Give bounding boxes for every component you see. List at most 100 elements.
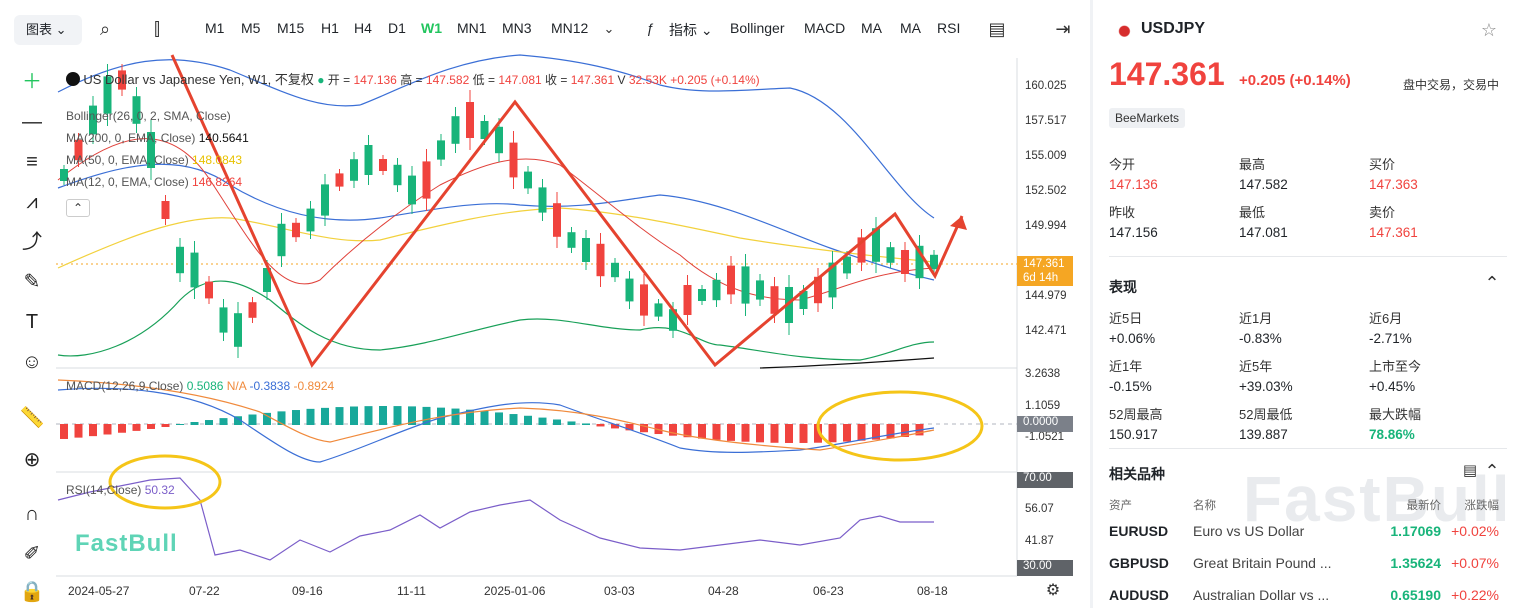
chevron-down-icon: ⌄ <box>55 22 67 37</box>
table-header: 最新价 <box>1406 500 1442 512</box>
indicator-bollinger[interactable]: Bollinger <box>730 20 785 36</box>
list-icon[interactable]: ▤ <box>1462 462 1478 479</box>
rsi-legend[interactable]: RSI(14,Close) 50.32 <box>66 483 175 497</box>
candle-body <box>611 262 619 278</box>
candle-body <box>582 238 590 262</box>
rsi-upper-tag: 70.00 <box>1017 472 1073 488</box>
candle-body <box>596 243 605 277</box>
stat-cell: 最高 147.582 <box>1239 154 1288 192</box>
candle-body <box>828 262 837 298</box>
timeframe-w1[interactable]: W1 <box>421 20 442 36</box>
ma12-legend[interactable]: MA(12, 0, EMA, Close) 146.8264 <box>66 175 242 189</box>
macd-bar <box>277 411 286 425</box>
candle-body <box>538 187 547 213</box>
candle-body <box>263 268 271 292</box>
indicator-ma[interactable]: MA <box>861 20 882 36</box>
ma12-label: MA(12, 0, EMA, Close) <box>66 175 189 189</box>
indicators-button[interactable]: 指标 ⌄ <box>669 22 713 38</box>
indicator-macd[interactable]: MACD <box>804 20 846 36</box>
high-value: 147.582 <box>425 73 470 87</box>
chevron-up-icon[interactable]: ⌃ <box>1484 461 1500 481</box>
stat-value: +0.06% <box>1109 331 1156 346</box>
candle-body <box>495 126 503 154</box>
line-tool-icon[interactable]: — <box>22 111 42 133</box>
settings-gear-icon[interactable]: ⚙ <box>1045 582 1061 599</box>
macd-legend[interactable]: MACD(12,26,9,Close) 0.5086 N/A -0.3838 -… <box>66 379 334 393</box>
brush-icon[interactable]: ✎ <box>23 271 41 293</box>
macd-bar <box>132 424 141 431</box>
date-tick: 04-28 <box>708 584 739 598</box>
collapse-legend-button[interactable]: ⌃ <box>66 199 90 217</box>
ma200-value: 140.5641 <box>198 131 249 145</box>
asset-code[interactable]: AUDUSD <box>1109 587 1169 603</box>
indicator-rsi[interactable]: RSI <box>937 20 961 36</box>
timeframe-mn12[interactable]: MN12 <box>551 20 589 36</box>
bollinger-legend[interactable]: Bollinger(26, 0, 2, SMA, Close) <box>66 109 231 123</box>
macd-bar <box>350 406 358 425</box>
chart-type-dropdown[interactable]: 图表 ⌄ <box>14 15 82 45</box>
chevron-up-icon[interactable]: ⌃ <box>1484 273 1500 293</box>
macd-bar <box>74 424 83 438</box>
stat-label: 近5日 <box>1109 311 1143 326</box>
emoji-icon[interactable]: ☺ <box>21 351 43 373</box>
timeframe-mn3[interactable]: MN3 <box>502 20 532 36</box>
timeframe-mn1[interactable]: MN1 <box>457 20 487 36</box>
stat-cell: 近1月 -0.83% <box>1239 308 1282 346</box>
price-tick: 160.025 <box>1025 80 1067 92</box>
candle-body <box>727 265 735 295</box>
macd-histogram <box>60 406 924 443</box>
asset-name[interactable]: Great Britain Pound ... <box>1193 555 1332 571</box>
candle-body <box>103 76 112 114</box>
crosshair-icon[interactable]: ＋ <box>22 71 42 93</box>
channel-tool-icon[interactable]: ≡ <box>26 151 38 173</box>
magnet-icon[interactable]: ∩ <box>24 503 40 525</box>
asset-code[interactable]: GBPUSD <box>1109 555 1169 571</box>
macd-bar <box>408 406 416 425</box>
candle-body <box>683 285 692 315</box>
timeframe-h1[interactable]: H1 <box>321 20 339 36</box>
layout-icon[interactable]: ▤ <box>988 19 1006 39</box>
macd-bar <box>843 424 851 442</box>
close-label: 收 = <box>545 73 568 87</box>
text-tool-icon[interactable]: T <box>25 311 39 333</box>
pencil-lock-icon[interactable]: ✐ <box>23 543 41 565</box>
candle-body <box>190 252 199 288</box>
asset-name[interactable]: Euro vs US Dollar <box>1193 523 1305 539</box>
candle-body <box>350 159 358 181</box>
pattern-tool-icon[interactable]: ⩘ <box>26 191 38 213</box>
timeframe-h4[interactable]: H4 <box>354 20 372 36</box>
ma50-legend[interactable]: MA(50, 0, EMA, Close) 148.0843 <box>66 153 242 167</box>
macd-bar <box>741 424 750 442</box>
timeframe-m15[interactable]: M15 <box>277 20 305 36</box>
macd-bar <box>785 424 793 443</box>
macd-bar <box>509 414 518 425</box>
candlestick-icon[interactable]: ⫿ <box>154 19 160 39</box>
fib-tool-icon[interactable]: ⤴ <box>22 231 42 253</box>
candle-body <box>814 276 822 304</box>
asset-code[interactable]: EURUSD <box>1109 523 1169 539</box>
rsi-line <box>57 477 934 561</box>
search-icon[interactable]: ⌕ <box>99 19 111 39</box>
star-icon[interactable]: ☆ <box>1480 20 1497 40</box>
candle-body <box>205 281 213 299</box>
chevron-down-icon[interactable]: ⌄ <box>603 21 615 36</box>
candle-body <box>306 208 315 232</box>
timeframe-d1[interactable]: D1 <box>388 20 406 36</box>
timeframe-m5[interactable]: M5 <box>241 20 261 36</box>
expand-icon[interactable]: ⇥ <box>1055 19 1071 39</box>
candle-body <box>480 121 489 139</box>
ruler-icon[interactable]: 📏 <box>19 407 45 429</box>
stat-value: +0.45% <box>1369 379 1416 394</box>
chart-legend: US Dollar vs Japanese Yen, W1, 不复权 ● 开 =… <box>66 69 760 88</box>
open-value: 147.136 <box>353 73 397 87</box>
ma200-legend[interactable]: MA(200, 0, EMA, Close) 140.5641 <box>66 131 249 145</box>
stat-cell: 52周最高 150.917 <box>1109 404 1162 442</box>
zoom-icon[interactable]: ⊕ <box>23 449 41 471</box>
asset-name[interactable]: Australian Dollar vs ... <box>1193 587 1330 603</box>
lock-icon[interactable]: 🔒 <box>19 581 45 603</box>
timeframe-m1[interactable]: M1 <box>205 20 225 36</box>
stat-cell: 近1年 -0.15% <box>1109 356 1152 394</box>
status-dot-icon: ● <box>317 73 325 87</box>
indicator-ma[interactable]: MA <box>900 20 921 36</box>
chart-area[interactable]: 图表 ⌄ ⌕ ⫿ M1 M5 M15 H1 H4 D1 W1 MN1 MN3 MN12 ⌄ ƒ 指… <box>0 0 1090 608</box>
